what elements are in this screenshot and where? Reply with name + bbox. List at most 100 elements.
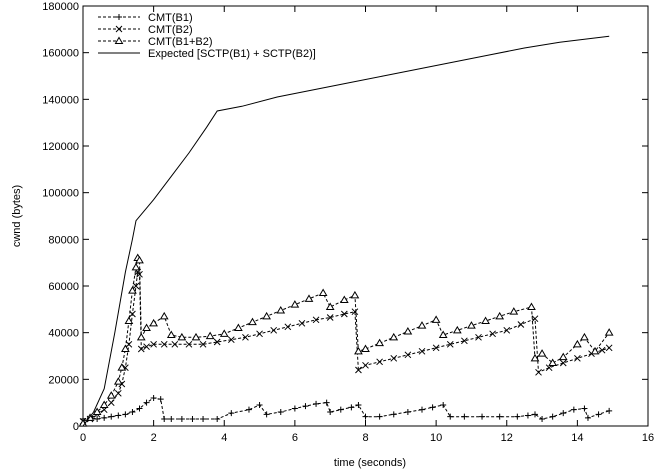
series-1-point-32 (362, 361, 369, 369)
legend-marker-1 (115, 25, 123, 33)
y-tick-label-0: 0 (73, 421, 79, 433)
series-0-point-28 (337, 406, 344, 413)
series-2 (78, 253, 614, 427)
series-2-point-7 (121, 344, 130, 352)
x-tick-label-2: 4 (221, 432, 227, 444)
x-tick-label-5: 10 (430, 432, 442, 444)
series-2-point-17 (166, 330, 176, 338)
series-0-point-45 (539, 416, 546, 422)
series-2-point-30 (339, 295, 349, 303)
series-2-point-16 (159, 311, 169, 320)
series-1-point-16 (160, 340, 168, 348)
x-tick-label-3: 6 (292, 432, 298, 444)
series-0-point-33 (390, 411, 397, 418)
series-1-point-8 (125, 340, 133, 348)
series-2-point-36 (403, 327, 413, 335)
series-1-point-50 (598, 346, 606, 354)
series-0-point-41 (496, 413, 503, 420)
series-1-point-35 (404, 351, 412, 359)
series-0-point-2 (94, 416, 101, 422)
legend-label-0: CMT(B1) (148, 12, 193, 24)
legend-label-2: CMT(B1+B2) (148, 36, 213, 48)
series-2-point-47 (537, 349, 547, 357)
series-2-point-42 (481, 316, 490, 324)
series-1-point-31 (355, 366, 362, 374)
series-0-point-21 (263, 411, 270, 418)
series-0 (80, 395, 613, 422)
series-0-point-32 (376, 413, 383, 420)
series-2-point-40 (452, 325, 462, 334)
series-0-point-49 (581, 405, 588, 412)
series-0-point-24 (302, 403, 309, 410)
series-1-point-42 (503, 326, 511, 334)
series-0-point-38 (447, 413, 454, 420)
x-tick-label-1: 2 (151, 432, 157, 444)
y-tick-label-8: 160000 (42, 48, 79, 60)
series-2-point-49 (558, 352, 568, 361)
series-1-point-5 (114, 389, 122, 397)
series-2-point-28 (318, 288, 328, 296)
series-1-point-15 (150, 340, 157, 348)
series-0-point-47 (560, 410, 567, 417)
series-0-point-46 (549, 413, 556, 420)
series-0-point-16 (200, 416, 207, 422)
series-0-point-17 (214, 416, 221, 422)
series-0-point-3 (101, 414, 108, 421)
series-1-point-14 (143, 343, 150, 351)
series-2-point-13 (136, 332, 146, 341)
series-0-point-8 (136, 405, 143, 412)
series-1-point-45 (535, 368, 542, 376)
y-tick-label-1: 20000 (48, 374, 79, 386)
series-2-point-50 (573, 339, 582, 348)
series-line-3 (82, 35, 610, 427)
series-2-point-46 (530, 353, 540, 362)
series-2-point-23 (248, 317, 257, 326)
series-0-point-31 (362, 413, 369, 420)
x-axis-title: time (seconds) (334, 457, 406, 469)
series-2-point-44 (509, 307, 519, 315)
series-1 (79, 268, 613, 425)
series-2-point-20 (205, 331, 215, 340)
series-0-point-39 (461, 413, 468, 420)
series-0-point-22 (277, 409, 284, 415)
series-1-point-19 (199, 340, 207, 348)
series-layer (78, 35, 614, 427)
series-1-point-33 (376, 358, 383, 366)
legend: CMT(B1)CMT(B2)CMT(B1+B2)Expected [SCTP(B… (98, 12, 316, 60)
series-1-point-29 (340, 310, 348, 318)
series-1-point-18 (185, 340, 193, 348)
series-line-1 (82, 270, 610, 422)
series-2-point-9 (128, 286, 137, 294)
series-0-point-11 (157, 396, 164, 403)
series-0-point-35 (419, 406, 425, 413)
series-0-point-13 (168, 416, 175, 422)
series-0-point-52 (606, 407, 613, 414)
series-0-point-20 (256, 402, 263, 408)
series-1-point-43 (517, 321, 525, 328)
series-0-point-26 (323, 399, 330, 406)
series-0-point-5 (115, 412, 122, 419)
series-2-point-48 (548, 358, 558, 366)
series-2-point-26 (290, 300, 300, 308)
series-0-point-30 (355, 402, 362, 408)
series-2-point-4 (106, 391, 116, 399)
axes: 0 2 4 6 8 10 12 14 16 0 20000 40000 60000 80000 100000… (42, 1, 654, 444)
series-2-point-34 (375, 338, 384, 347)
series-2-point-2 (92, 407, 102, 415)
series-2-point-19 (191, 332, 201, 341)
series-0-point-51 (595, 411, 602, 418)
series-1-point-17 (171, 340, 179, 348)
series-0-point-10 (150, 395, 157, 401)
series-1-point-28 (326, 314, 334, 321)
series-2-point-37 (417, 321, 427, 329)
series-2-point-33 (361, 344, 370, 352)
series-1-point-48 (574, 354, 581, 362)
series-0-point-12 (161, 416, 168, 422)
series-2-point-31 (350, 290, 360, 299)
series-1-point-21 (227, 336, 235, 344)
x-tick-label-8: 16 (642, 432, 654, 444)
series-0-point-9 (143, 399, 150, 406)
series-1-point-24 (270, 326, 278, 334)
series-0-point-25 (313, 400, 320, 407)
